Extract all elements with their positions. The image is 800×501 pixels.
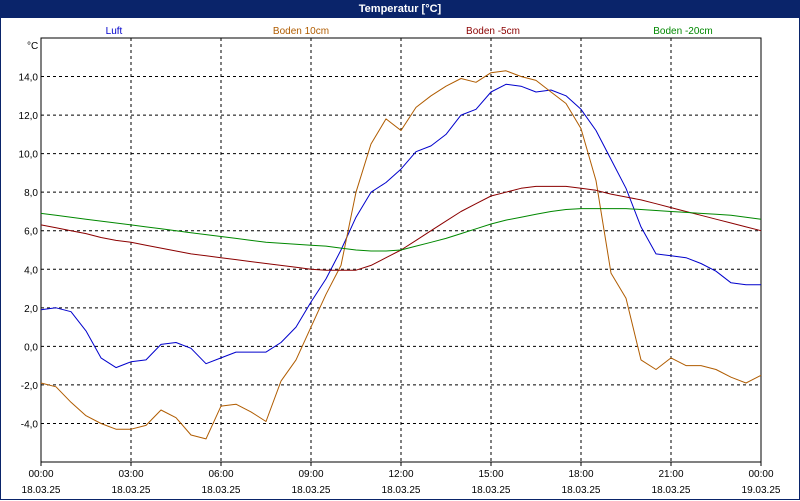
x-tick-date-label: 18.03.25: [562, 485, 601, 496]
legend: Luft Boden 10cm Boden -5cm Boden -20cm: [106, 26, 713, 37]
x-tick-time-label: 09:00: [298, 469, 323, 480]
x-tick-time-label: 18:00: [568, 469, 593, 480]
legend-entry: Boden -5cm: [466, 26, 520, 37]
y-axis-unit-label: °C: [27, 41, 38, 52]
y-tick-label: 2,0: [24, 304, 38, 315]
series-line-boden-5cm: [40, 185, 762, 271]
x-tick-date-label: 18.03.25: [382, 485, 421, 496]
x-tick-time-label: 03:00: [118, 469, 143, 480]
y-tick-label: -2,0: [21, 381, 39, 392]
series-line-boden-10cm: [40, 70, 762, 440]
x-tick-date-label: 19.03.25: [742, 485, 781, 496]
series-line-boden-20cm: [40, 208, 762, 252]
y-tick-label: -4,0: [21, 419, 39, 430]
x-tick-time-label: 15:00: [478, 469, 503, 480]
y-axis: 14,0 12,0 10,0 8,0 6,0 4,0 2,0 0,0 -2,0 -4,0: [19, 73, 39, 431]
y-tick-label: 12,0: [19, 111, 39, 122]
x-tick-time-label: 12:00: [388, 469, 413, 480]
x-tick-time-label: 21:00: [658, 469, 683, 480]
x-tick-time-label: 00:00: [748, 469, 773, 480]
x-tick-date-label: 18.03.25: [472, 485, 511, 496]
x-tick-time-label: 00:00: [28, 469, 53, 480]
legend-entry: Luft: [106, 26, 123, 37]
x-tick-date-label: 18.03.25: [652, 485, 691, 496]
x-tick-date-label: 18.03.25: [292, 485, 331, 496]
legend-entry: Boden -20cm: [653, 26, 712, 37]
legend-entry: Boden 10cm: [273, 26, 329, 37]
grid: [41, 38, 761, 462]
x-tick-date-label: 18.03.25: [202, 485, 241, 496]
x-axis: 00:00 18.03.25 03:00 18.03.25 06:00 18.03.25 0…: [22, 462, 781, 496]
y-tick-label: 0,0: [24, 342, 38, 353]
chart-title: Temperatur [°C]: [1, 1, 799, 18]
x-tick-date-label: 18.03.25: [22, 485, 61, 496]
series-line-luft: [40, 83, 761, 369]
series-lines: [40, 70, 762, 440]
y-tick-label: 14,0: [19, 73, 39, 84]
x-tick-date-label: 18.03.25: [112, 485, 151, 496]
x-tick-time-label: 06:00: [208, 469, 233, 480]
y-tick-label: 8,0: [24, 188, 38, 199]
y-tick-label: 10,0: [19, 150, 39, 161]
y-tick-label: 4,0: [24, 265, 38, 276]
y-tick-label: 6,0: [24, 227, 38, 238]
